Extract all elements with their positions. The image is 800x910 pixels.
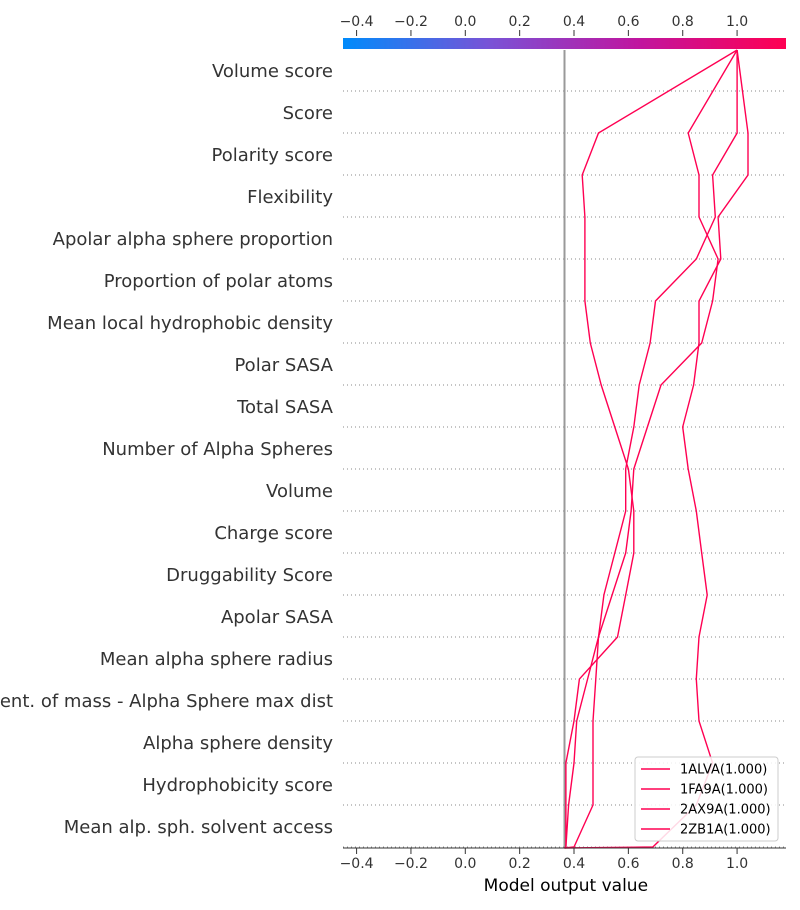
bottom-tick-label: 0.0 — [454, 856, 476, 872]
feature-label: Hydrophobicity score — [142, 775, 333, 796]
feature-labels: Volume score Score Polarity score Flexibili… — [0, 61, 334, 838]
decision-line — [564, 49, 738, 849]
top-tick-label: 0.6 — [617, 14, 639, 30]
decision-lines — [564, 49, 749, 849]
x-axis-label: Model output value — [484, 876, 648, 896]
bottom-tick-label: 0.6 — [617, 856, 639, 872]
bottom-tick-label: 0.2 — [509, 856, 531, 872]
color-bar — [343, 38, 786, 49]
feature-label: Mean local hydrophobic density — [47, 313, 333, 334]
legend-entry: 1FA9A(1.000) — [680, 783, 768, 798]
legend-entry: 2ZB1A(1.000) — [680, 823, 771, 838]
feature-label: Alpha sphere density — [143, 733, 333, 754]
feature-label: Score — [283, 103, 333, 124]
top-x-axis: −0.4 −0.2 0.0 0.2 0.4 0.6 0.8 1.0 — [340, 14, 748, 36]
bottom-tick-label: 0.8 — [672, 856, 694, 872]
decision-line — [564, 49, 749, 849]
decision-line — [564, 49, 738, 849]
feature-label: Mean alp. sph. solvent access — [64, 817, 333, 838]
top-tick-label: 0.8 — [672, 14, 694, 30]
decision-line — [564, 50, 738, 849]
top-tick-label: −0.4 — [340, 14, 374, 30]
feature-label: Volume — [266, 481, 333, 502]
bottom-tick-label: −0.2 — [394, 856, 428, 872]
bottom-x-axis: −0.4 −0.2 0.0 0.2 0.4 0.6 0.8 1.0 — [340, 847, 786, 872]
bottom-tick-label: −0.4 — [340, 856, 374, 872]
feature-label: Number of Alpha Spheres — [102, 439, 333, 460]
feature-label: Druggability Score — [166, 565, 333, 586]
feature-label: Cent. of mass - Alpha Sphere max dist — [0, 691, 333, 712]
legend: 1ALVA(1.000) 1FA9A(1.000) 2AX9A(1.000) 2ZB1… — [634, 756, 779, 842]
feature-label: Apolar alpha sphere proportion — [53, 229, 333, 250]
feature-label: Proportion of polar atoms — [104, 271, 333, 292]
legend-entry: 1ALVA(1.000) — [680, 763, 767, 778]
feature-label: Charge score — [214, 523, 333, 544]
bottom-tick-label: 1.0 — [726, 856, 748, 872]
legend-box — [634, 756, 779, 842]
feature-label: Volume score — [212, 61, 333, 82]
feature-label: Flexibility — [247, 187, 333, 208]
feature-label: Total SASA — [236, 397, 334, 418]
feature-label: Polarity score — [212, 145, 333, 166]
bottom-tick-label: 0.4 — [563, 856, 585, 872]
top-tick-label: −0.2 — [394, 14, 428, 30]
feature-label: Apolar SASA — [221, 607, 334, 628]
feature-label: Mean alpha sphere radius — [100, 649, 333, 670]
top-tick-label: 0.4 — [563, 14, 585, 30]
top-tick-label: 1.0 — [726, 14, 748, 30]
top-tick-label: 0.2 — [509, 14, 531, 30]
top-tick-label: 0.0 — [454, 14, 476, 30]
feature-label: Polar SASA — [234, 355, 333, 376]
legend-entry: 2AX9A(1.000) — [680, 803, 771, 818]
